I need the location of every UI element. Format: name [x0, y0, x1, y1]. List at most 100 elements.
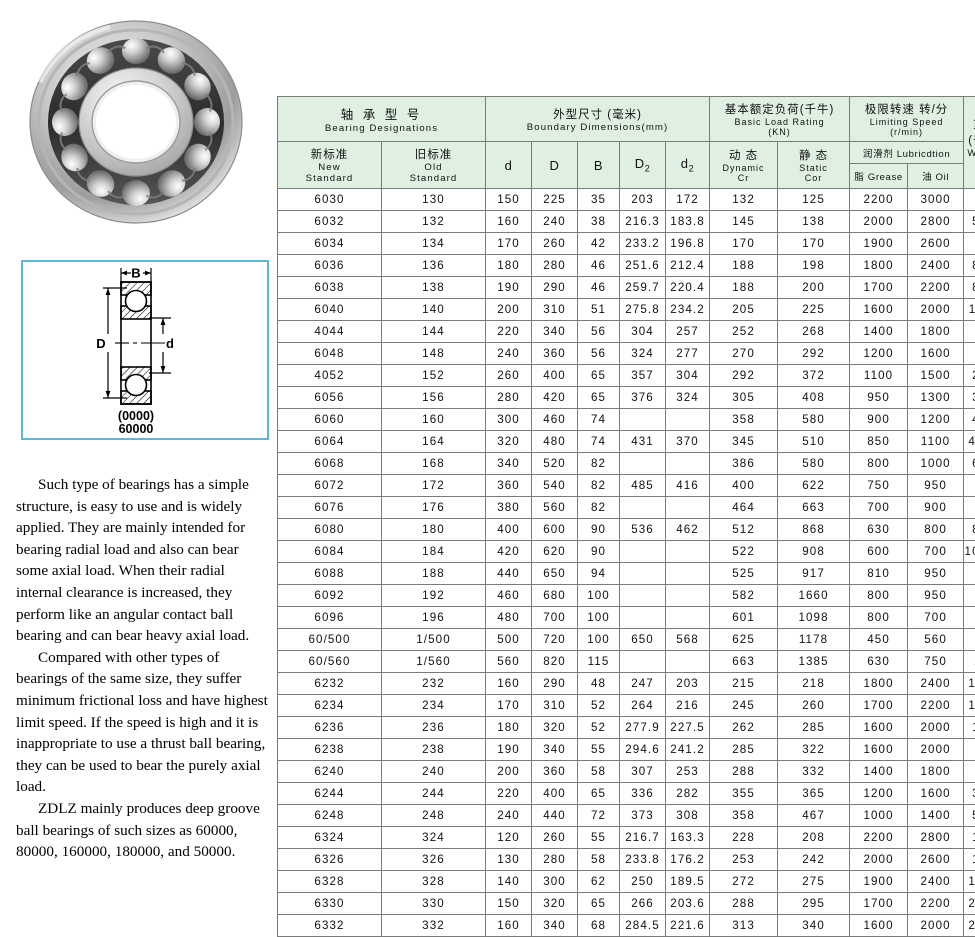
cell-D: 280 — [532, 849, 578, 871]
table-row: 623823819034055294.6241.2285322160020002… — [278, 739, 975, 761]
cell-oil: 2400 — [908, 255, 964, 277]
table-row: 632432412026055216.7163.3228208220028001… — [278, 827, 975, 849]
cell-cor: 1098 — [778, 607, 850, 629]
cell-grease: 1900 — [850, 871, 908, 893]
table-row: 623623618032052277.9227.5262285160020001… — [278, 717, 975, 739]
diagram-caption-line2: 60000 — [119, 422, 154, 436]
cell-d2: 183.8 — [666, 211, 710, 233]
cell-weight: 107.12 — [964, 541, 975, 563]
cell-new_standard: 6084 — [278, 541, 382, 563]
cell-cor: 663 — [778, 497, 850, 519]
header-dim-d2: d2 — [666, 142, 710, 189]
cell-old_standard: 238 — [382, 739, 486, 761]
cell-oil: 1600 — [908, 783, 964, 805]
cell-cor: 1178 — [778, 629, 850, 651]
cell-d: 280 — [486, 387, 532, 409]
cell-grease: 2200 — [850, 189, 908, 211]
cell-d: 140 — [486, 871, 532, 893]
cell-old_standard: 1/500 — [382, 629, 486, 651]
header-old-en2: Standard — [382, 173, 485, 184]
header-static-sym: Cor — [778, 173, 849, 183]
cell-cr: 305 — [710, 387, 778, 409]
cell-D: 240 — [532, 211, 578, 233]
cell-B: 52 — [578, 695, 620, 717]
cell-oil: 2400 — [908, 871, 964, 893]
cell-d2: 216 — [666, 695, 710, 717]
cell-cr: 245 — [710, 695, 778, 717]
bearing-spec-table-container: 轴 承 型 号 Bearing Designations 外型尺寸 (毫米) B… — [277, 96, 967, 937]
cell-d2 — [666, 607, 710, 629]
cell-cor: 332 — [778, 761, 850, 783]
cell-D2: 216.3 — [620, 211, 666, 233]
cell-d2: 203.6 — [666, 893, 710, 915]
cell-d: 160 — [486, 211, 532, 233]
cell-grease: 1800 — [850, 255, 908, 277]
cell-old_standard: 184 — [382, 541, 486, 563]
cell-d2 — [666, 453, 710, 475]
cell-D: 260 — [532, 827, 578, 849]
cell-oil: 2200 — [908, 277, 964, 299]
cell-weight: 67.2 — [964, 453, 975, 475]
cell-cr: 292 — [710, 365, 778, 387]
cell-oil: 1500 — [908, 365, 964, 387]
cell-weight: 130 — [964, 585, 975, 607]
cell-cr: 262 — [710, 717, 778, 739]
cell-old_standard: 148 — [382, 343, 486, 365]
cell-cor: 208 — [778, 827, 850, 849]
cell-grease: 850 — [850, 431, 908, 453]
cell-D2 — [620, 497, 666, 519]
cell-cr: 345 — [710, 431, 778, 453]
cell-cor: 908 — [778, 541, 850, 563]
cell-B: 74 — [578, 409, 620, 431]
table-row: 4052152260400653573042923721100150028.2 — [278, 365, 975, 387]
header-designations-en: Bearing Designations — [278, 123, 485, 134]
cell-weight: 11.64 — [964, 299, 975, 321]
cell-cr: 355 — [710, 783, 778, 805]
cell-B: 38 — [578, 211, 620, 233]
header-speed-unit: (r/min) — [850, 127, 963, 137]
cell-d: 150 — [486, 893, 532, 915]
cell-cor: 408 — [778, 387, 850, 409]
cell-new_standard: 4044 — [278, 321, 382, 343]
cell-grease: 1700 — [850, 277, 908, 299]
cell-D2: 307 — [620, 761, 666, 783]
cell-B: 55 — [578, 827, 620, 849]
cell-d2: 196.8 — [666, 233, 710, 255]
cell-oil: 2600 — [908, 233, 964, 255]
cell-d: 120 — [486, 827, 532, 849]
cell-oil: 1100 — [908, 431, 964, 453]
cell-d: 130 — [486, 849, 532, 871]
cell-new_standard: 6056 — [278, 387, 382, 409]
cell-cor: 1385 — [778, 651, 850, 673]
cell-cor: 198 — [778, 255, 850, 277]
header-grease: 脂 Grease — [850, 164, 908, 189]
cell-grease: 1600 — [850, 915, 908, 937]
cell-cor: 868 — [778, 519, 850, 541]
cell-D: 225 — [532, 189, 578, 211]
cell-D2: 277.9 — [620, 717, 666, 739]
cell-weight: 46.51 — [964, 431, 975, 453]
cell-B: 55 — [578, 739, 620, 761]
cell-oil: 950 — [908, 475, 964, 497]
cell-d: 180 — [486, 717, 532, 739]
cell-D2: 324 — [620, 343, 666, 365]
cell-B: 65 — [578, 783, 620, 805]
cell-old_standard: 234 — [382, 695, 486, 717]
cell-old_standard: 172 — [382, 475, 486, 497]
table-row: 632632613028058233.8176.2253242200026001… — [278, 849, 975, 871]
cell-cr: 145 — [710, 211, 778, 233]
table-row: 6248248240440723733083584671000140053.9 — [278, 805, 975, 827]
cell-grease: 1700 — [850, 695, 908, 717]
cell-grease: 450 — [850, 629, 908, 651]
cell-d2: 220.4 — [666, 277, 710, 299]
cell-oil: 2400 — [908, 673, 964, 695]
cell-D: 340 — [532, 321, 578, 343]
cell-weight: 42.4 — [964, 409, 975, 431]
cell-B: 56 — [578, 321, 620, 343]
cell-D: 320 — [532, 893, 578, 915]
cell-D2: 650 — [620, 629, 666, 651]
cell-grease: 2000 — [850, 849, 908, 871]
cell-d: 180 — [486, 255, 532, 277]
cell-D: 650 — [532, 563, 578, 585]
cell-grease: 1600 — [850, 739, 908, 761]
